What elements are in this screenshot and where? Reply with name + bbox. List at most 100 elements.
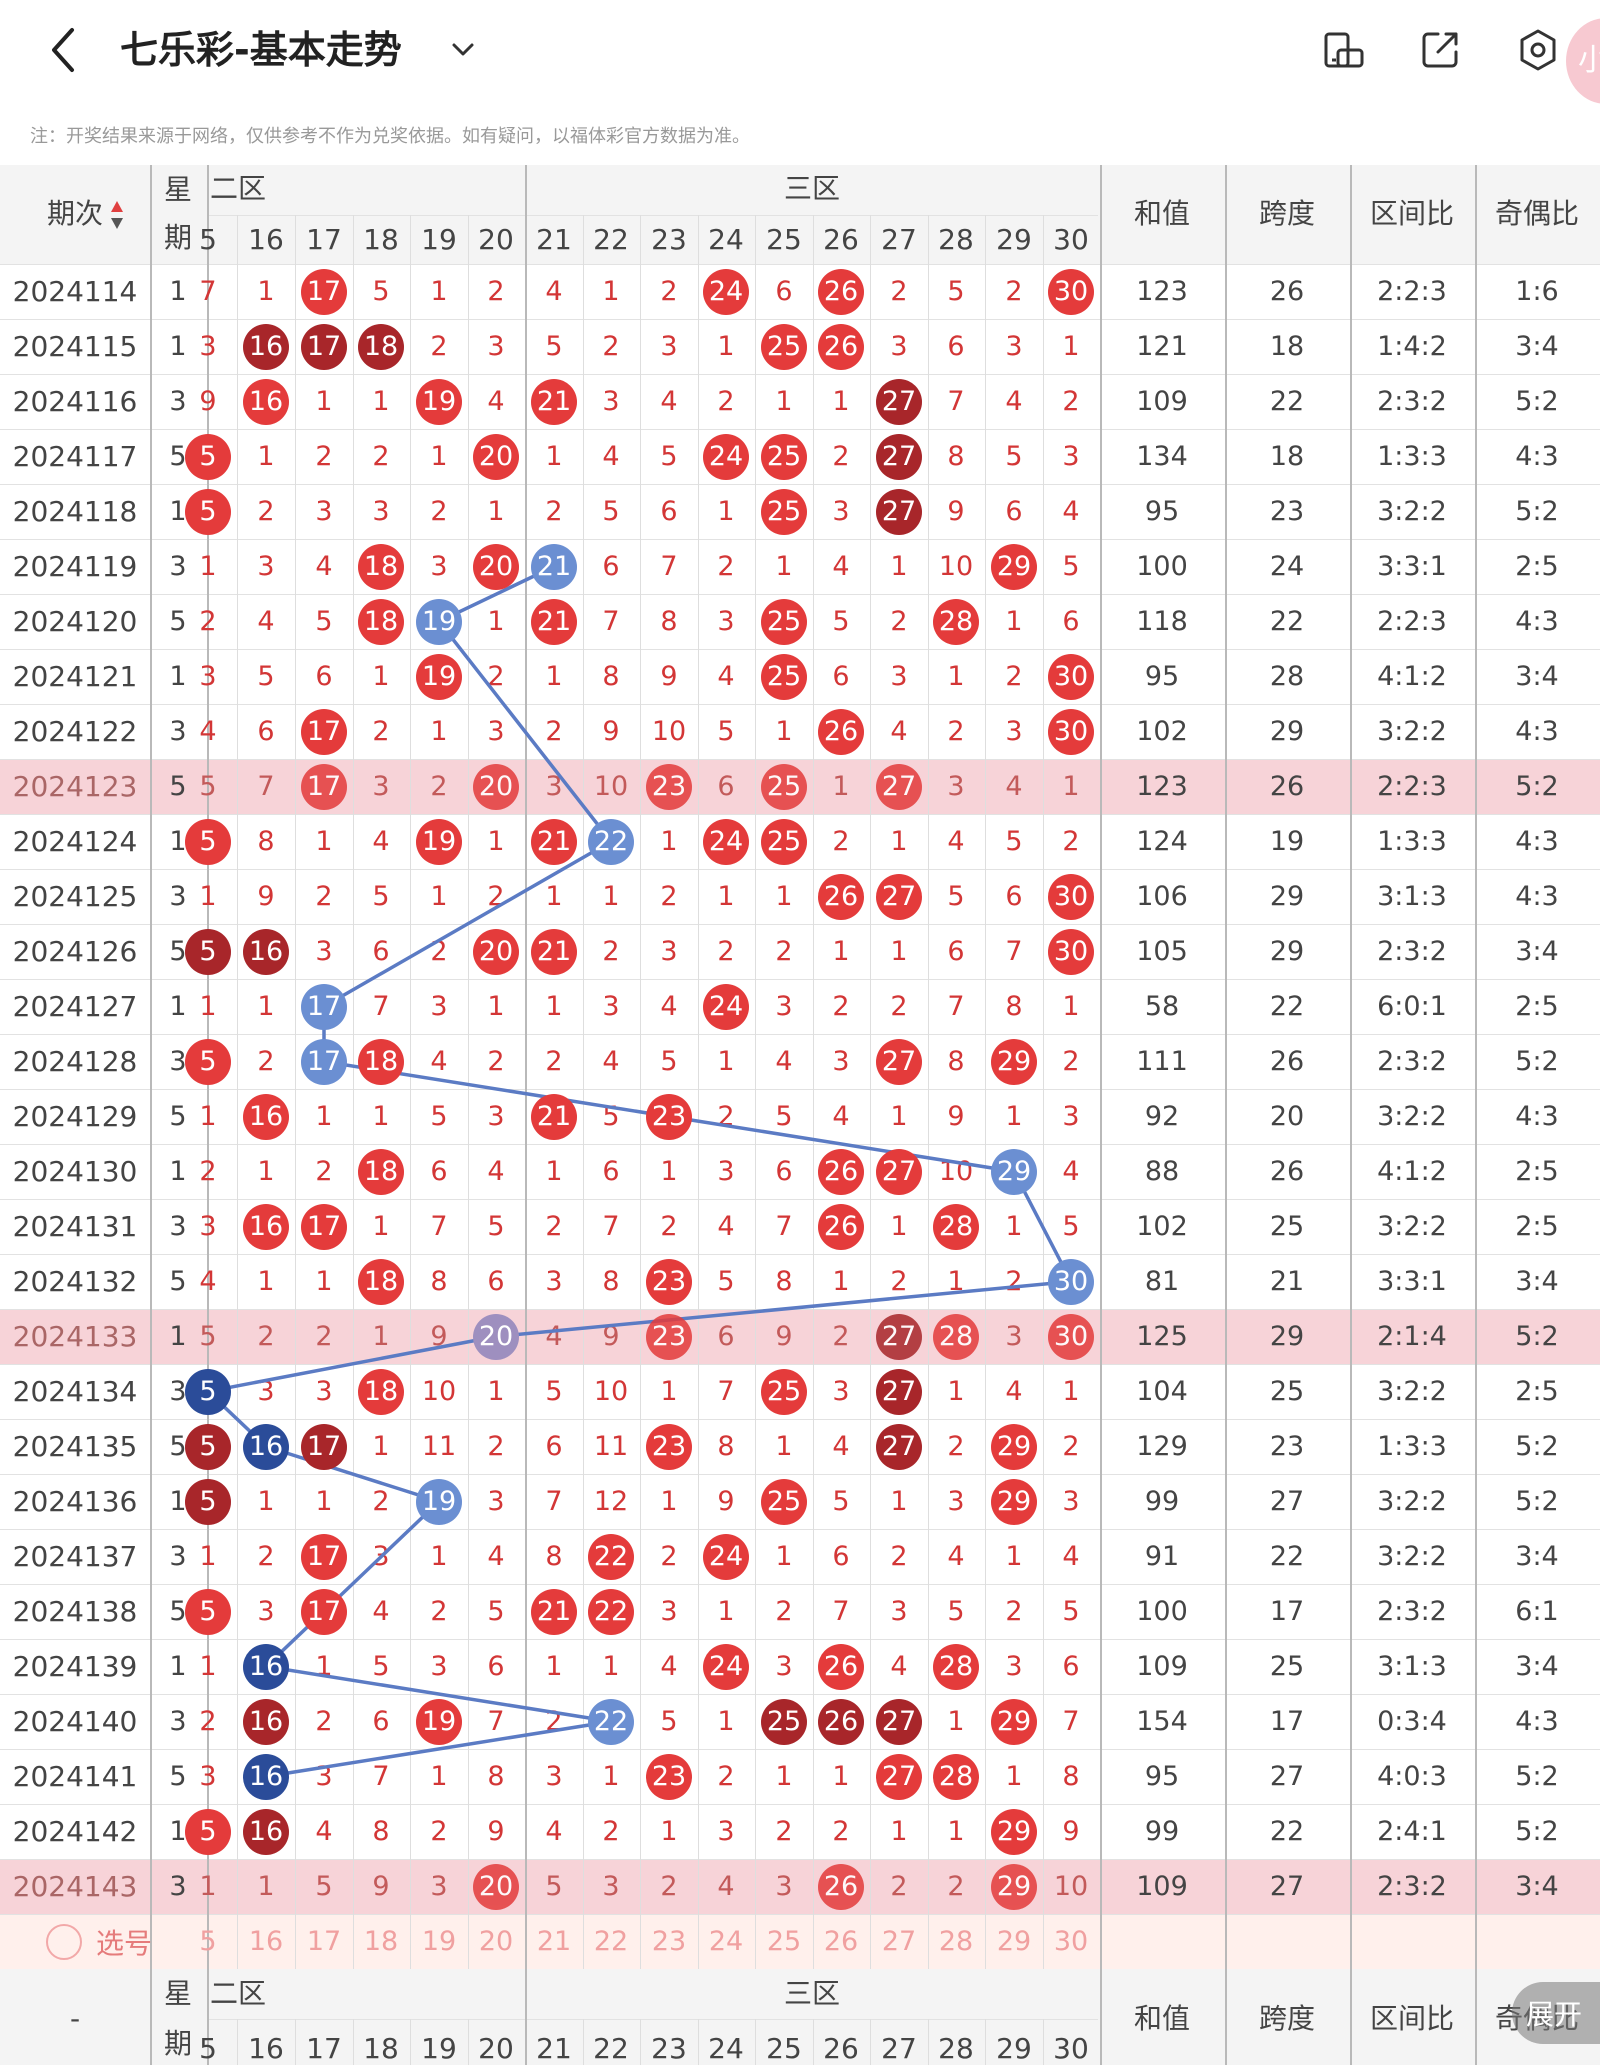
number-ball[interactable]: 30	[1043, 924, 1099, 979]
ball[interactable]: 30	[1048, 928, 1094, 975]
number-ball[interactable]: 30	[1043, 264, 1099, 319]
number-ball[interactable]: 16	[238, 1804, 294, 1859]
ball[interactable]: 26	[818, 268, 864, 315]
ball[interactable]: 16	[243, 1093, 289, 1140]
number-ball[interactable]: 17	[296, 264, 352, 319]
number-ball[interactable]: 29	[986, 1419, 1042, 1474]
ball[interactable]: 24	[703, 818, 749, 865]
ball[interactable]: 27	[876, 763, 922, 810]
number-ball[interactable]: 25	[756, 1474, 812, 1529]
number-ball[interactable]: 27	[871, 374, 927, 429]
ball[interactable]: 5	[185, 1368, 231, 1415]
number-ball[interactable]: 18	[353, 1254, 409, 1309]
number-ball[interactable]: 25	[756, 759, 812, 814]
number-ball[interactable]: 25	[756, 649, 812, 704]
ball[interactable]: 20	[473, 928, 519, 975]
number-ball[interactable]: 26	[813, 1199, 869, 1254]
ball[interactable]: 21	[531, 543, 577, 590]
ball[interactable]: 26	[818, 323, 864, 370]
number-ball[interactable]: 24	[698, 1529, 754, 1584]
ball[interactable]: 30	[1048, 268, 1094, 315]
number-ball[interactable]: 17	[296, 979, 352, 1034]
ball[interactable]: 18	[358, 598, 404, 645]
ball[interactable]: 25	[761, 818, 807, 865]
ball[interactable]: 18	[358, 1038, 404, 1085]
pick-number[interactable]: 24	[708, 1926, 744, 1957]
expand-button[interactable]: 展开	[1512, 1982, 1600, 2044]
ball[interactable]: 27	[876, 1368, 922, 1415]
number-ball[interactable]: 27	[871, 1749, 927, 1804]
ball[interactable]: 16	[243, 1643, 289, 1690]
number-ball[interactable]: 20	[468, 1309, 524, 1364]
sort-icon[interactable]	[110, 200, 124, 230]
ball[interactable]: 29	[991, 543, 1037, 590]
ball[interactable]: 5	[185, 1808, 231, 1855]
number-ball[interactable]: 23	[641, 1749, 697, 1804]
ball[interactable]: 27	[876, 873, 922, 920]
number-ball[interactable]: 20	[468, 429, 524, 484]
number-ball[interactable]: 26	[813, 264, 869, 319]
number-ball[interactable]: 28	[928, 1639, 984, 1694]
ball[interactable]: 16	[243, 378, 289, 425]
number-ball[interactable]: 27	[871, 1419, 927, 1474]
chevron-down-icon[interactable]	[448, 34, 478, 64]
ball[interactable]: 26	[818, 1148, 864, 1195]
ball[interactable]: 25	[761, 488, 807, 535]
number-ball[interactable]: 26	[813, 1639, 869, 1694]
ball[interactable]: 26	[818, 1203, 864, 1250]
pick-number[interactable]: 28	[938, 1926, 974, 1957]
pick-number[interactable]: 19	[421, 1926, 457, 1957]
number-ball[interactable]: 26	[813, 1694, 869, 1749]
ball[interactable]: 23	[646, 1093, 692, 1140]
ball[interactable]: 5	[185, 1038, 231, 1085]
ball[interactable]: 17	[301, 763, 347, 810]
ball[interactable]: 27	[876, 1753, 922, 1800]
ball[interactable]: 17	[301, 1038, 347, 1085]
ball[interactable]: 5	[185, 1588, 231, 1635]
ball[interactable]: 19	[416, 1478, 462, 1525]
number-ball[interactable]: 18	[353, 1144, 409, 1199]
ball[interactable]: 17	[301, 708, 347, 755]
ball[interactable]: 19	[416, 598, 462, 645]
pick-number[interactable]: 25	[766, 1926, 802, 1957]
ball[interactable]: 17	[301, 1533, 347, 1580]
number-ball[interactable]: 22	[583, 1529, 639, 1584]
ball[interactable]: 18	[358, 323, 404, 370]
number-ball[interactable]: 21	[526, 1089, 582, 1144]
ball[interactable]: 28	[933, 1203, 979, 1250]
ball[interactable]: 5	[185, 1478, 231, 1525]
ball[interactable]: 19	[416, 653, 462, 700]
number-ball[interactable]: 29	[986, 1804, 1042, 1859]
ball[interactable]: 30	[1048, 653, 1094, 700]
number-ball[interactable]: 17	[296, 1529, 352, 1584]
pick-number[interactable]: 5	[199, 1926, 217, 1957]
settings-icon[interactable]	[1514, 26, 1562, 74]
number-ball[interactable]: 5	[180, 1034, 236, 1089]
back-icon[interactable]	[40, 24, 88, 76]
number-ball[interactable]: 16	[238, 374, 294, 429]
ball[interactable]: 27	[876, 1698, 922, 1745]
number-ball[interactable]: 17	[296, 1419, 352, 1474]
number-ball[interactable]: 25	[756, 429, 812, 484]
number-ball[interactable]: 19	[411, 1474, 467, 1529]
ball[interactable]: 30	[1048, 1313, 1094, 1360]
number-ball[interactable]: 16	[238, 1749, 294, 1804]
ball[interactable]: 29	[991, 1423, 1037, 1470]
number-ball[interactable]: 27	[871, 1034, 927, 1089]
number-ball[interactable]: 29	[986, 1144, 1042, 1199]
number-ball[interactable]: 21	[526, 924, 582, 979]
number-ball[interactable]: 25	[756, 1364, 812, 1419]
ball[interactable]: 29	[991, 1038, 1037, 1085]
number-ball[interactable]: 27	[871, 1694, 927, 1749]
ball[interactable]: 20	[473, 1863, 519, 1910]
ball[interactable]: 22	[588, 1533, 634, 1580]
number-ball[interactable]: 30	[1043, 1254, 1099, 1309]
ball[interactable]: 25	[761, 653, 807, 700]
ball[interactable]: 23	[646, 1313, 692, 1360]
ball[interactable]: 17	[301, 323, 347, 370]
ball[interactable]: 27	[876, 1148, 922, 1195]
pick-number[interactable]: 27	[881, 1926, 917, 1957]
number-ball[interactable]: 19	[411, 374, 467, 429]
pick-number[interactable]: 17	[306, 1926, 342, 1957]
number-ball[interactable]: 23	[641, 1254, 697, 1309]
